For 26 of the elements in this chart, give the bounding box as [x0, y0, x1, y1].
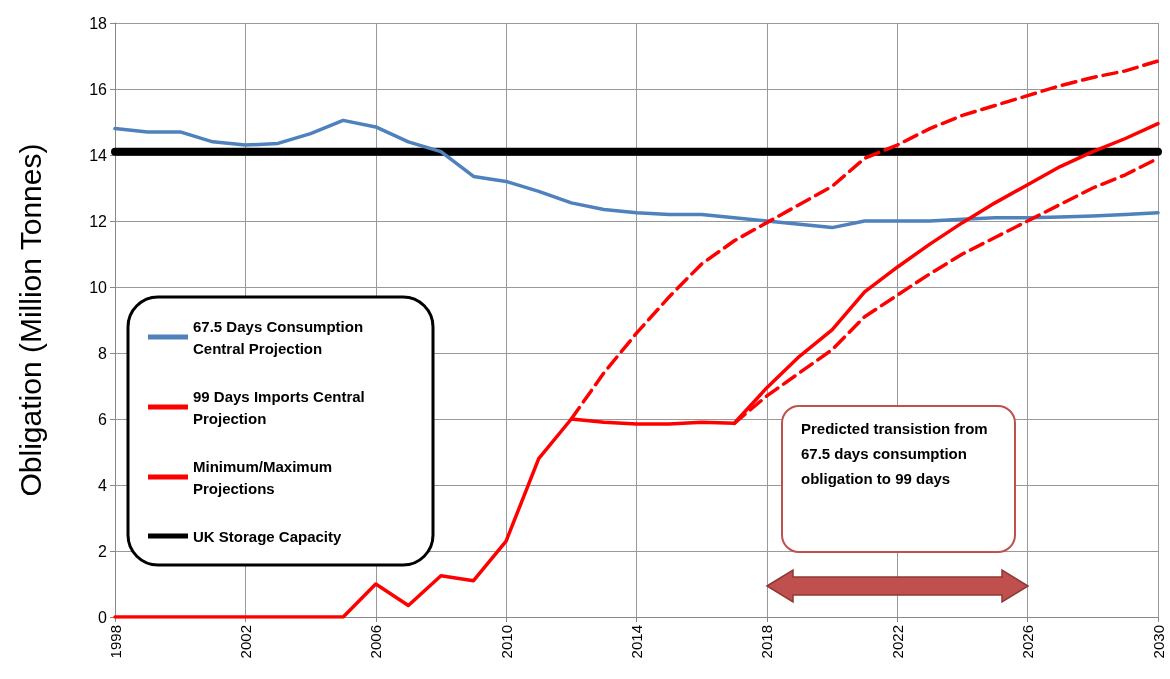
annotation: Predicted transistion from 67.5 days consumption obligation to 99 days: [801, 419, 989, 489]
x-tick-label: 2026: [1019, 625, 1037, 659]
line-series: [113, 118, 1160, 230]
legend-label: UK Storage Capacity: [193, 527, 343, 545]
y-tick-label: 14: [89, 146, 108, 164]
x-tick-label: 2014: [628, 625, 645, 659]
y-axis-title: Obligation (Million Tonnes): [13, 143, 47, 497]
x-tick-label: 2006: [367, 625, 385, 659]
x-tick-label: 2018: [758, 625, 776, 659]
y-tick-label: 10: [89, 278, 108, 296]
legend-label: 67.5 Days Consumption Central Projection: [193, 317, 368, 357]
x-tick-label: 2010: [497, 625, 515, 659]
y-tick-label: 12: [89, 212, 108, 230]
y-tick-label: 16: [89, 80, 108, 98]
legend-label: 99 Days Imports Central Projection: [193, 387, 369, 427]
y-tick-label: 18: [89, 14, 108, 32]
legend-label: Minimum/Maximum Projections: [193, 457, 337, 497]
y-tick-label: 8: [98, 344, 108, 362]
x-tick-label: 1998: [106, 625, 124, 659]
x-tick-label: 2022: [888, 625, 906, 659]
x-tick-label: 2030: [1149, 625, 1167, 659]
x-tick-label: 2002: [236, 625, 254, 659]
y-tick-label: 0: [98, 608, 108, 626]
y-tick-label: 2: [98, 542, 108, 560]
y-tick-label: 4: [98, 476, 108, 494]
y-tick-label: 6: [98, 410, 108, 428]
